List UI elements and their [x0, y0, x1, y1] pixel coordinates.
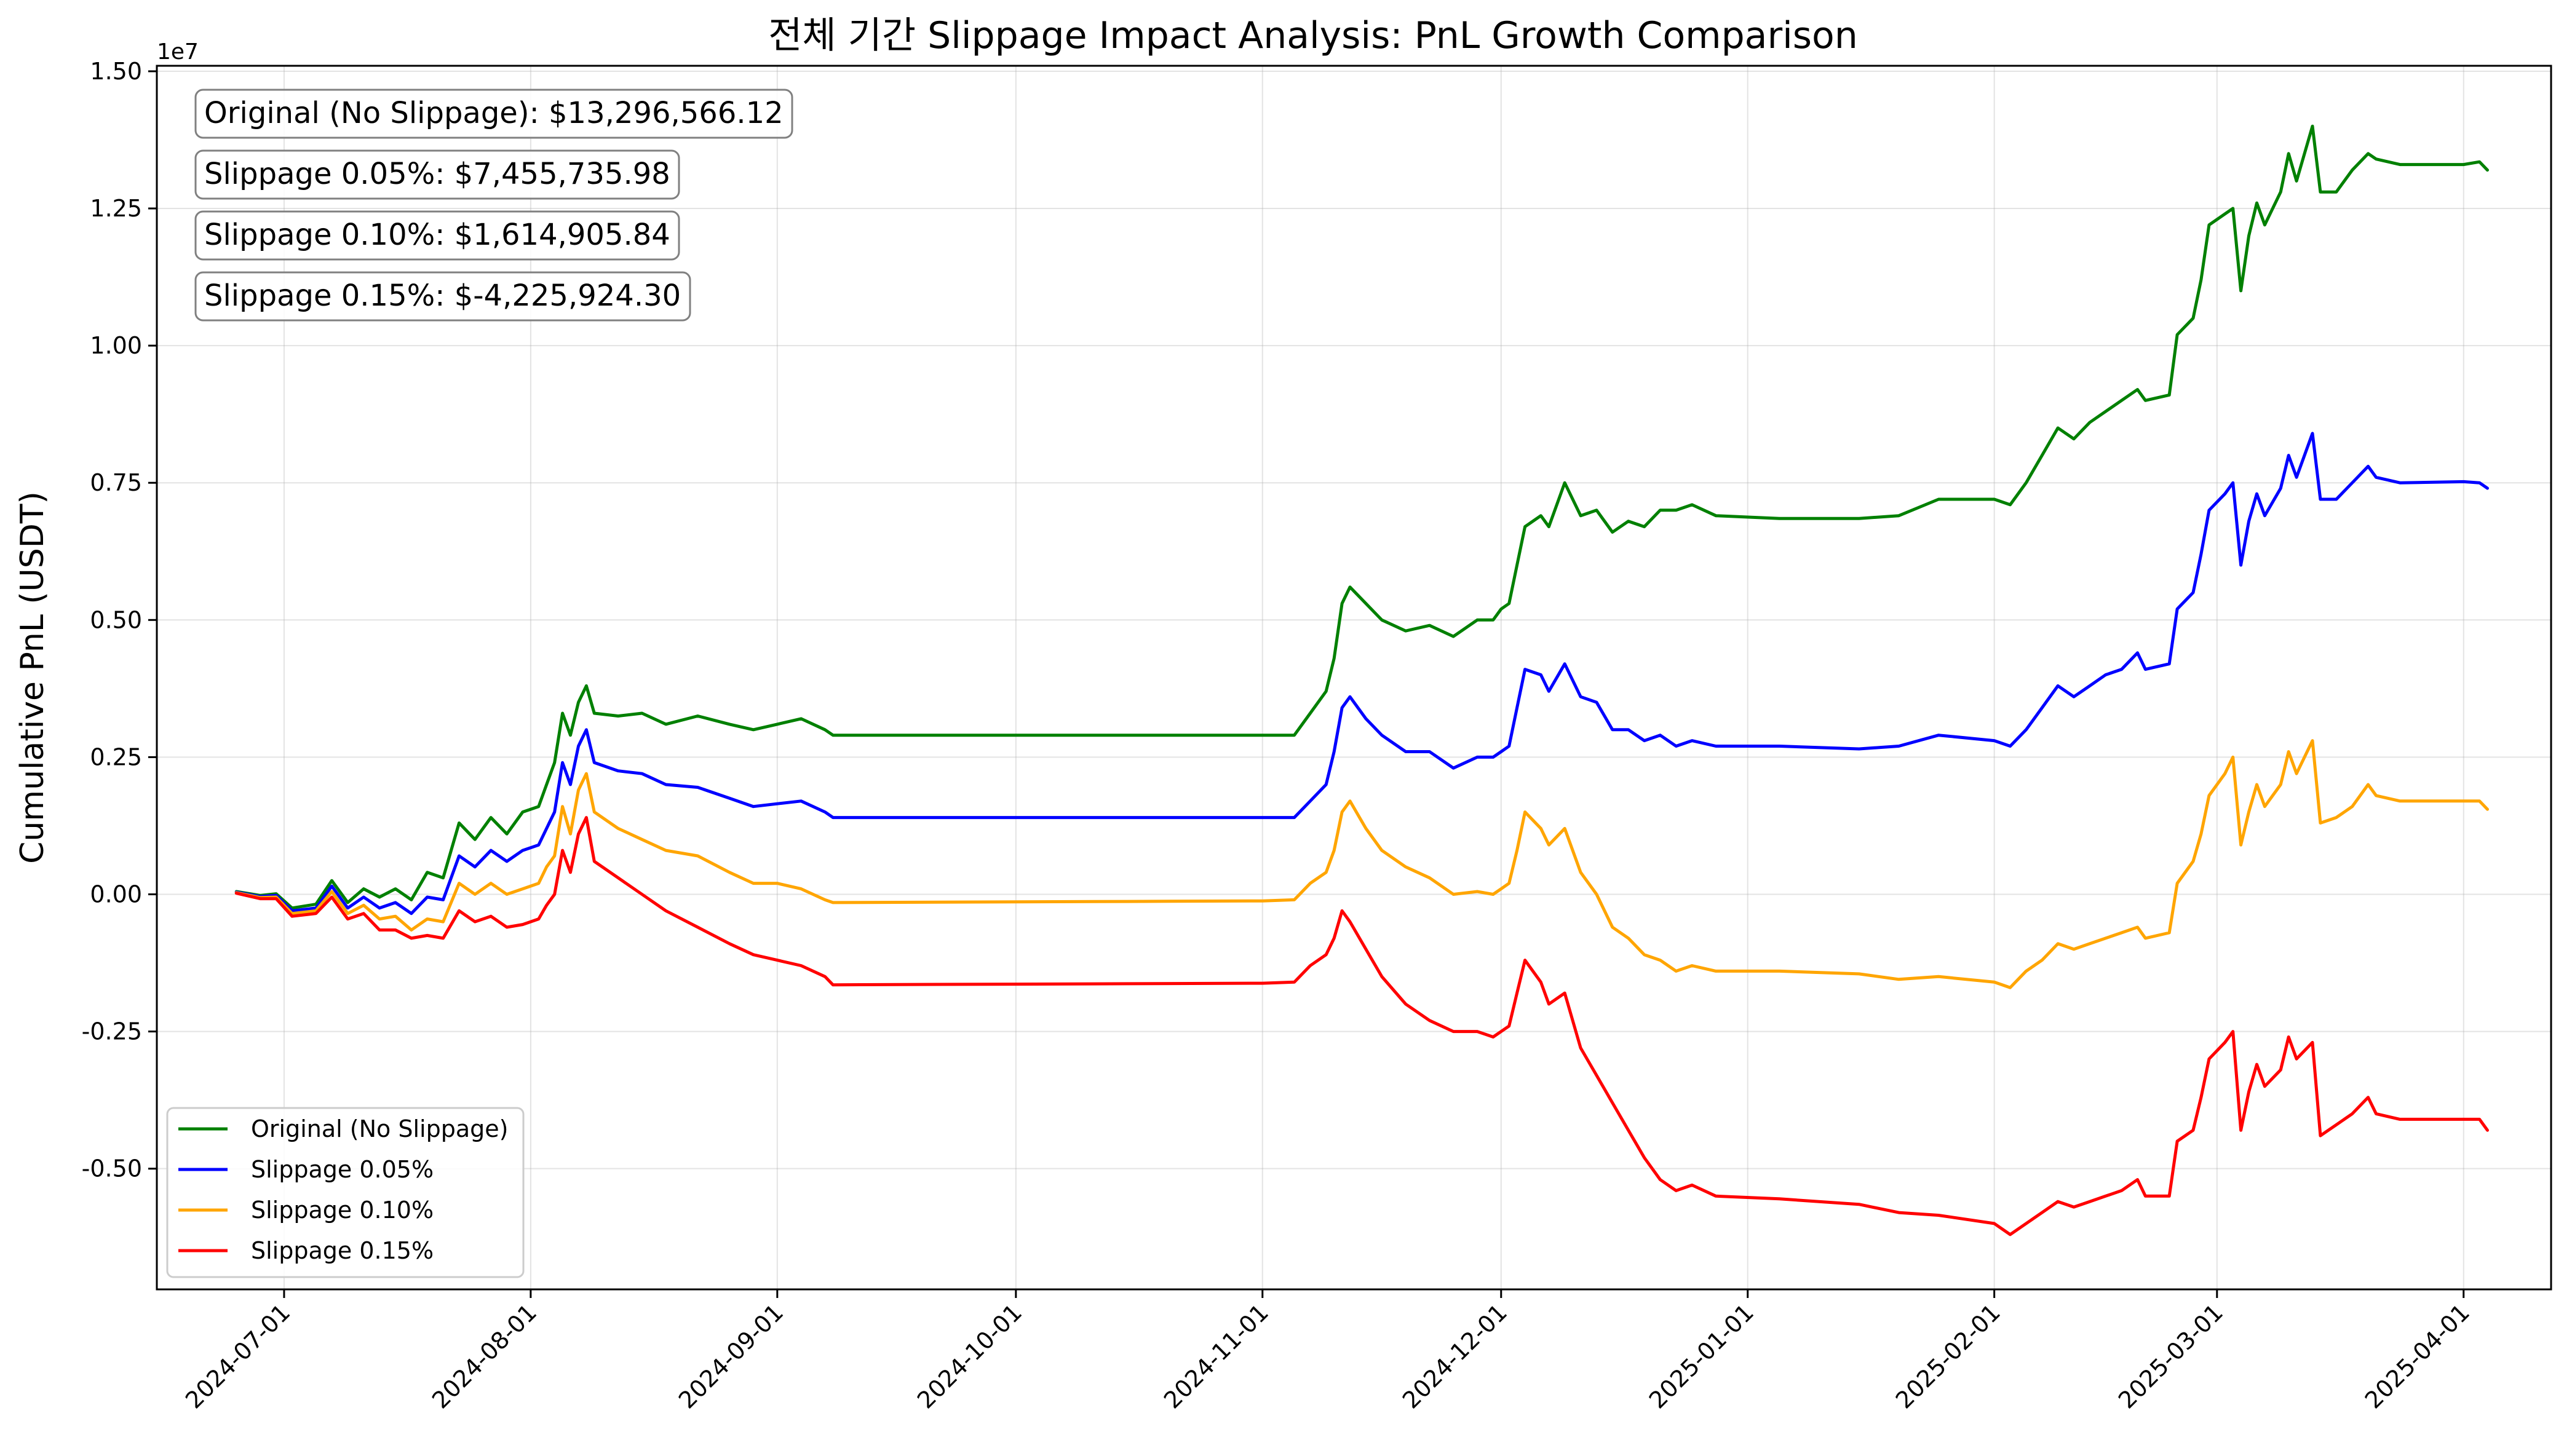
y-tick-label-5: 0.75 [90, 469, 142, 496]
annotation-frame-1 [194, 149, 680, 200]
legend-label-0: Original (No Slippage) [251, 1115, 508, 1142]
legend-label-2: Slippage 0.10% [251, 1197, 434, 1224]
legend-label-3: Slippage 0.15% [251, 1237, 434, 1264]
y-axis-offset-label: 1e7 [157, 39, 199, 65]
annotation-box-1: Slippage 0.05%: $7,455,735.98 [194, 149, 680, 200]
y-tick-label-4: 0.50 [90, 606, 142, 633]
legend-frame [166, 1107, 525, 1278]
annotation-frame-2 [194, 210, 680, 261]
y-tick-label-1: -0.25 [82, 1018, 142, 1045]
annotation-boxes: Original (No Slippage): $13,296,566.12 Sl… [194, 89, 793, 322]
annotation-text-2: Slippage 0.10%: $1,614,905.84 [204, 218, 670, 252]
legend-label-1: Slippage 0.05% [251, 1156, 434, 1183]
annotation-box-0: Original (No Slippage): $13,296,566.12 [194, 89, 793, 139]
annotation-frame-0 [194, 89, 793, 139]
plot-frame [156, 65, 2552, 1291]
y-tick-label-2: 0.00 [90, 880, 142, 908]
annotation-text-1: Slippage 0.05%: $7,455,735.98 [204, 157, 670, 191]
chart-title: 전체 기간 Slippage Impact Analysis: PnL Grow… [768, 14, 1858, 57]
series-layer [234, 124, 2489, 1236]
annotation-box-2: Slippage 0.10%: $1,614,905.84 [194, 210, 680, 261]
y-axis-label: Cumulative PnL (USDT) [14, 491, 51, 864]
series-line-2 [234, 739, 2489, 989]
annotation-text-3: Slippage 0.15%: $-4,225,924.30 [204, 279, 681, 313]
y-tick-label-7: 1.25 [90, 195, 142, 222]
series-line-0 [234, 124, 2489, 910]
legend: Original (No Slippage) Slippage 0.05% Slip… [166, 1107, 525, 1278]
y-tick-label-6: 1.00 [90, 332, 142, 359]
annotation-text-0: Original (No Slippage): $13,296,566.12 [204, 96, 784, 130]
series-line-3 [234, 816, 2489, 1236]
series-line-1 [234, 432, 2489, 916]
annotation-frame-3 [194, 271, 691, 322]
y-tick-label-3: 0.25 [90, 743, 142, 770]
y-tick-label-8: 1.50 [90, 58, 142, 85]
y-tick-label-0: -0.50 [82, 1155, 142, 1182]
annotation-box-3: Slippage 0.15%: $-4,225,924.30 [194, 271, 691, 322]
